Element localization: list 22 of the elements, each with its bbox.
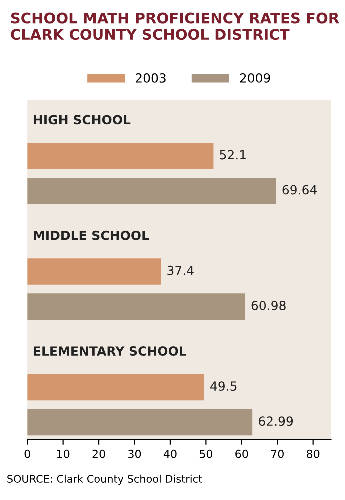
x-tick-label: 40 (164, 450, 177, 458)
legend-label: 2003 (136, 73, 166, 83)
data-label: 49.5 (210, 382, 237, 392)
data-label: 60.98 (252, 300, 286, 310)
data-label: 37.4 (168, 266, 194, 276)
y-tick-label: HIGH SCHOOL (34, 115, 131, 125)
data-label: 69.64 (282, 185, 317, 195)
x-tick-label: 60 (236, 450, 248, 458)
chart-title: SCHOOL MATH PROFICIENCY RATES FOR CLARK COUNTY SCHOOL DISTRICT (11, 12, 340, 40)
y-tick-label: MIDDLE SCHOOL (34, 230, 150, 240)
data-label: 62.99 (259, 416, 294, 426)
x-tick-label: 70 (271, 450, 284, 458)
x-tick-label: 10 (57, 450, 70, 458)
x-tick-label: 20 (92, 450, 106, 458)
x-tick-label: 0 (24, 450, 30, 458)
data-label: 52.1 (220, 150, 246, 160)
y-tick-label: ELEMENTARY SCHOOL (34, 346, 187, 356)
source-note: SOURCE: Clark County School District (8, 474, 202, 485)
legend-label: 2009 (240, 73, 270, 83)
x-tick-label: 30 (128, 450, 142, 458)
x-tick-label: 80 (307, 450, 320, 458)
x-tick-label: 50 (200, 450, 213, 458)
